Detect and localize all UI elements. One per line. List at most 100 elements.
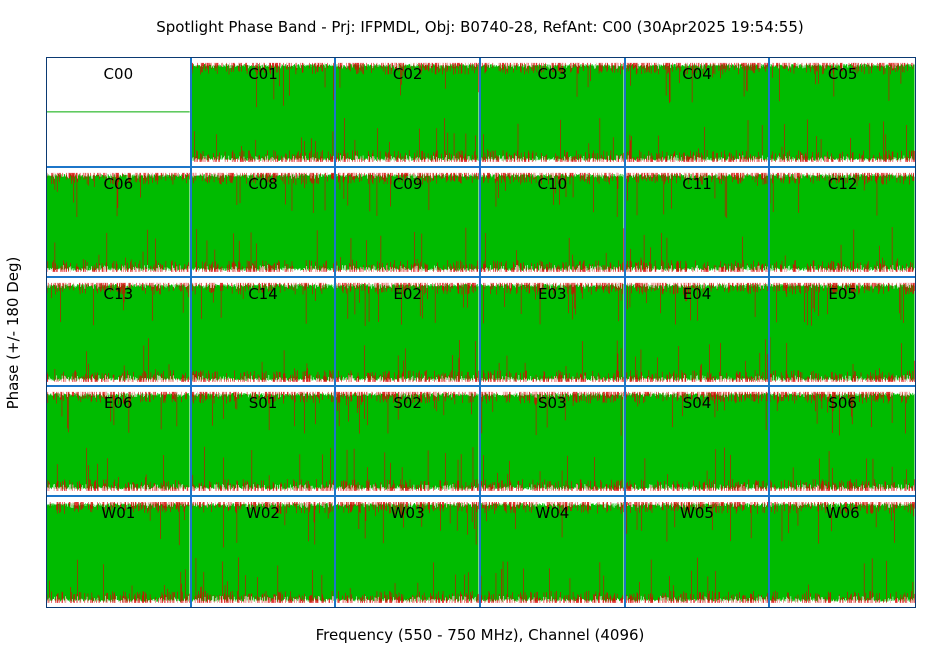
phase-band-fill — [47, 503, 190, 602]
flagged-channel-gaps — [337, 172, 479, 272]
phase-band-plot — [625, 502, 769, 604]
phase-band-fill — [191, 63, 335, 161]
flagged-channel-gaps — [336, 502, 479, 604]
phase-band-fill — [770, 393, 915, 491]
phase-band-fill — [47, 173, 190, 271]
antenna-panel-c14: C14 — [191, 277, 337, 388]
antenna-panel-s03: S03 — [481, 387, 626, 498]
phase-band-fill — [191, 283, 335, 381]
phase-band-fill — [625, 503, 769, 602]
phase-band-plot — [191, 502, 335, 604]
flagged-channel-gaps — [626, 392, 768, 492]
flagged-channel-gaps — [481, 392, 624, 492]
antenna-panel-c02: C02 — [336, 58, 481, 168]
phase-band-fill — [770, 173, 915, 271]
flagged-channel-gaps — [625, 172, 768, 272]
antenna-panel-c04: C04 — [625, 58, 771, 168]
flagged-channel-gaps — [770, 172, 914, 272]
antenna-panel-c09: C09 — [336, 167, 481, 278]
flagged-channel-gaps — [47, 282, 188, 382]
chart-title: Spotlight Phase Band - Prj: IFPMDL, Obj:… — [156, 18, 804, 36]
phase-panel-grid: C00 C01 C02 C03 C04 C05 C06 C08 C09 C10 C11 C12 C13 C… — [46, 57, 916, 608]
phase-outlier-spikes — [191, 392, 335, 492]
phase-band-plot — [191, 392, 335, 492]
flagged-channel-gaps — [771, 502, 915, 604]
antenna-panel-e02: E02 — [336, 277, 481, 388]
flagged-channel-gaps — [336, 282, 479, 382]
phase-band-plot — [770, 172, 915, 272]
phase-band-plot — [47, 172, 190, 272]
antenna-panel-c08: C08 — [191, 167, 337, 278]
antenna-panel-w04: W04 — [481, 497, 626, 607]
phase-band-plot — [625, 172, 769, 272]
antenna-panel-w05: W05 — [625, 497, 771, 607]
phase-band-fill — [191, 173, 335, 271]
antenna-panel-c11: C11 — [625, 167, 771, 278]
phase-band-fill — [336, 393, 479, 491]
flagged-channel-gaps — [772, 62, 914, 162]
phase-outlier-spikes — [770, 392, 915, 492]
antenna-panel-s01: S01 — [191, 387, 337, 498]
phase-outlier-spikes — [336, 392, 479, 492]
phase-band-fill — [770, 63, 915, 161]
phase-band-plot — [481, 502, 624, 604]
flagged-channel-gaps — [482, 502, 624, 604]
phase-band-fill — [47, 283, 190, 381]
antenna-panel-s04: S04 — [625, 387, 771, 498]
antenna-panel-e03: E03 — [481, 277, 626, 388]
phase-band-plot — [336, 282, 479, 382]
phase-band-plot — [625, 62, 769, 162]
phase-band-fill — [625, 63, 769, 161]
flagged-channel-gaps — [192, 62, 334, 162]
flagged-channel-gaps — [481, 62, 624, 162]
flagged-channel-gaps — [192, 282, 334, 382]
phase-band-fill — [481, 173, 624, 271]
phase-outlier-spikes — [625, 392, 769, 492]
flagged-channel-gaps — [47, 172, 190, 272]
phase-band-plot — [770, 62, 915, 162]
phase-band-plot — [336, 62, 479, 162]
phase-band-fill — [481, 503, 624, 603]
phase-outlier-spikes — [336, 62, 479, 162]
phase-band-fill — [481, 63, 624, 161]
phase-band-fill — [47, 393, 190, 491]
phase-outlier-spikes — [771, 62, 915, 162]
phase-band-plot — [336, 502, 479, 604]
phase-band-plot — [770, 282, 915, 382]
antenna-panel-e06: E06 — [47, 387, 192, 498]
antenna-panel-c00: C00 — [47, 58, 192, 168]
antenna-panel-w01: W01 — [47, 497, 192, 607]
flagged-channel-gaps — [336, 62, 477, 162]
phase-band-fill — [336, 283, 479, 381]
phase-band-plot — [336, 172, 479, 272]
phase-band-fill — [336, 503, 479, 602]
phase-band-plot — [770, 392, 915, 492]
phase-outlier-spikes — [770, 282, 915, 382]
flagged-channel-gaps — [626, 502, 767, 604]
phase-band-plot — [47, 502, 190, 604]
phase-band-plot — [481, 172, 624, 272]
flagged-channel-gaps — [625, 62, 768, 162]
antenna-panel-s06: S06 — [770, 387, 915, 498]
phase-band-plot — [47, 111, 190, 113]
phase-band-fill — [625, 283, 769, 381]
phase-band-plot — [481, 62, 624, 162]
flagged-channel-gaps — [626, 282, 768, 382]
phase-band-fill — [481, 283, 624, 381]
phase-band-plot — [625, 282, 769, 382]
antenna-panel-w03: W03 — [336, 497, 481, 607]
antenna-panel-e05: E05 — [770, 277, 915, 388]
phase-band-plot — [191, 282, 335, 382]
phase-outlier-spikes — [625, 502, 769, 604]
antenna-panel-c06: C06 — [47, 167, 192, 278]
antenna-panel-e04: E04 — [625, 277, 771, 388]
phase-band-plot — [191, 172, 335, 272]
flagged-channel-gaps — [47, 392, 185, 492]
phase-band-fill — [336, 173, 479, 271]
antenna-panel-w06: W06 — [770, 497, 915, 607]
phase-band-fill — [336, 63, 479, 161]
phase-band-fill — [625, 393, 769, 491]
phase-band-fill — [191, 503, 335, 603]
phase-outlier-spikes — [191, 62, 335, 162]
phase-band-plot — [625, 392, 769, 492]
